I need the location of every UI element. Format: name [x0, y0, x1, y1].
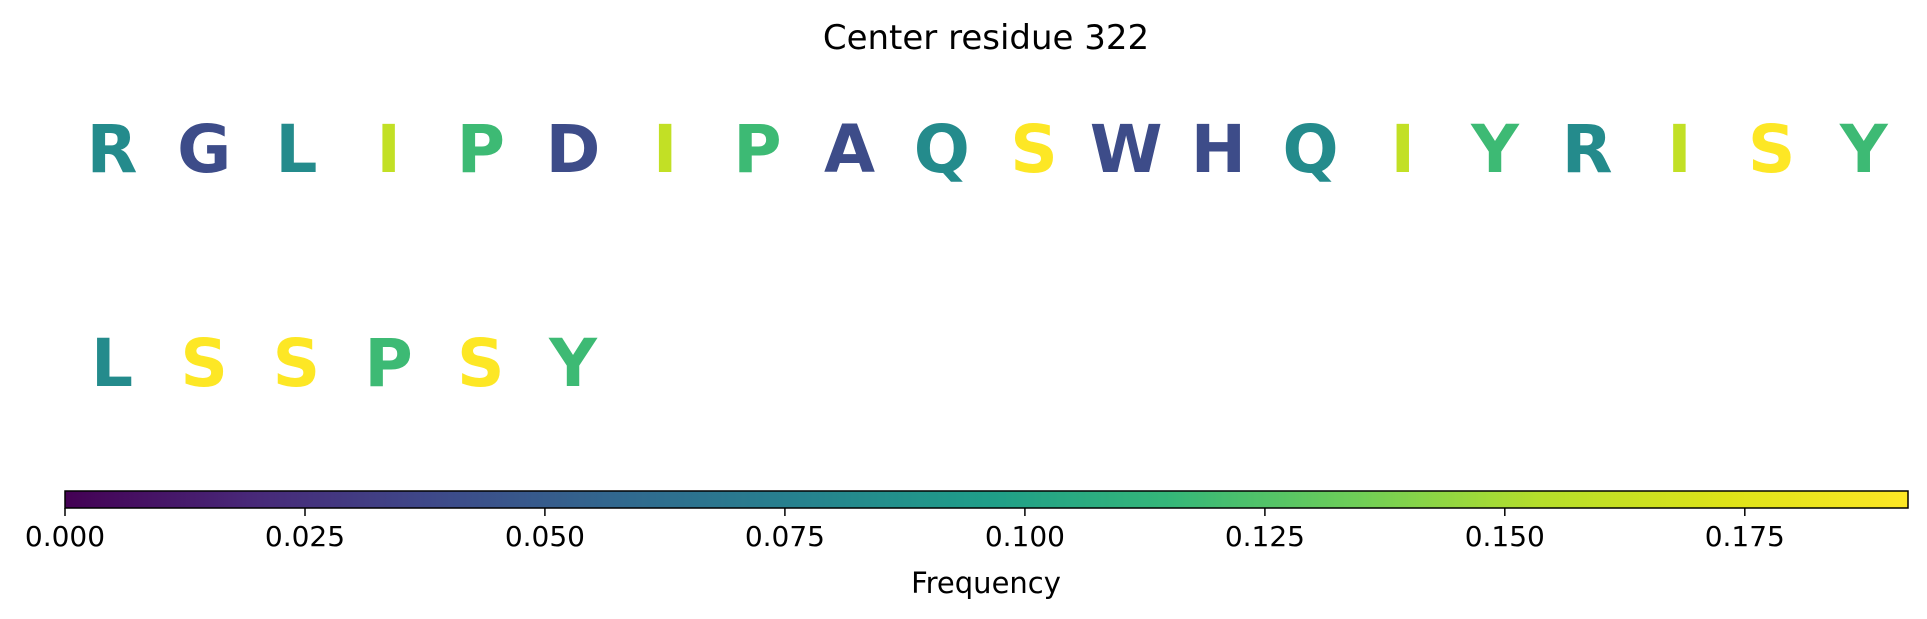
chart-title: Center residue 322 [823, 18, 1149, 58]
residue-letter: I [1391, 111, 1416, 188]
colorbar-tick-label: 0.175 [1705, 520, 1785, 553]
residue-letter: L [275, 111, 317, 188]
residue-letter: S [1748, 111, 1796, 188]
colorbar-tick-label: 0.025 [265, 520, 345, 553]
residue-letter: S [457, 325, 505, 402]
residue-letter: S [1010, 111, 1058, 188]
colorbar-tick-label: 0.075 [745, 520, 825, 553]
residue-letter: H [1191, 111, 1246, 188]
residue-letter: Q [1283, 111, 1339, 188]
residue-letter: A [824, 111, 875, 188]
colorbar-tick-label: 0.050 [505, 520, 585, 553]
colorbar-label: Frequency [911, 566, 1061, 600]
residue-letter: S [273, 325, 321, 402]
residue-letter: P [457, 111, 505, 188]
colorbar-tick-label: 0.150 [1465, 520, 1545, 553]
residue-letter: Y [1839, 111, 1889, 188]
residue-letter: I [376, 111, 401, 188]
residue-letter: P [364, 325, 412, 402]
residue-letter: I [1667, 111, 1692, 188]
residue-letter: Y [1470, 111, 1520, 188]
residue-letter: R [87, 111, 138, 188]
residue-letter: R [1562, 111, 1613, 188]
residue-letter: L [91, 325, 133, 402]
colorbar-ticks: 0.000 0.025 0.050 0.075 0.100 0.125 0.150 0.175 [25, 508, 1785, 553]
residue-letter: D [546, 111, 601, 188]
residue-letter: Y [548, 325, 598, 402]
residue-letter: Q [914, 111, 970, 188]
residue-letter: S [180, 325, 228, 402]
residue-letter: G [177, 111, 231, 188]
colorbar [64, 490, 1909, 509]
residue-letter: P [733, 111, 781, 188]
residue-letter: W [1090, 111, 1163, 188]
colorbar-tick-label: 0.000 [25, 520, 105, 553]
residue-grid: R G L I P D I P A Q S W H Q I Y R I S YL S S P S Y [87, 111, 1889, 402]
colorbar-tick-label: 0.125 [1225, 520, 1305, 553]
residue-letter: I [653, 111, 678, 188]
colorbar-tick-label: 0.100 [985, 520, 1065, 553]
